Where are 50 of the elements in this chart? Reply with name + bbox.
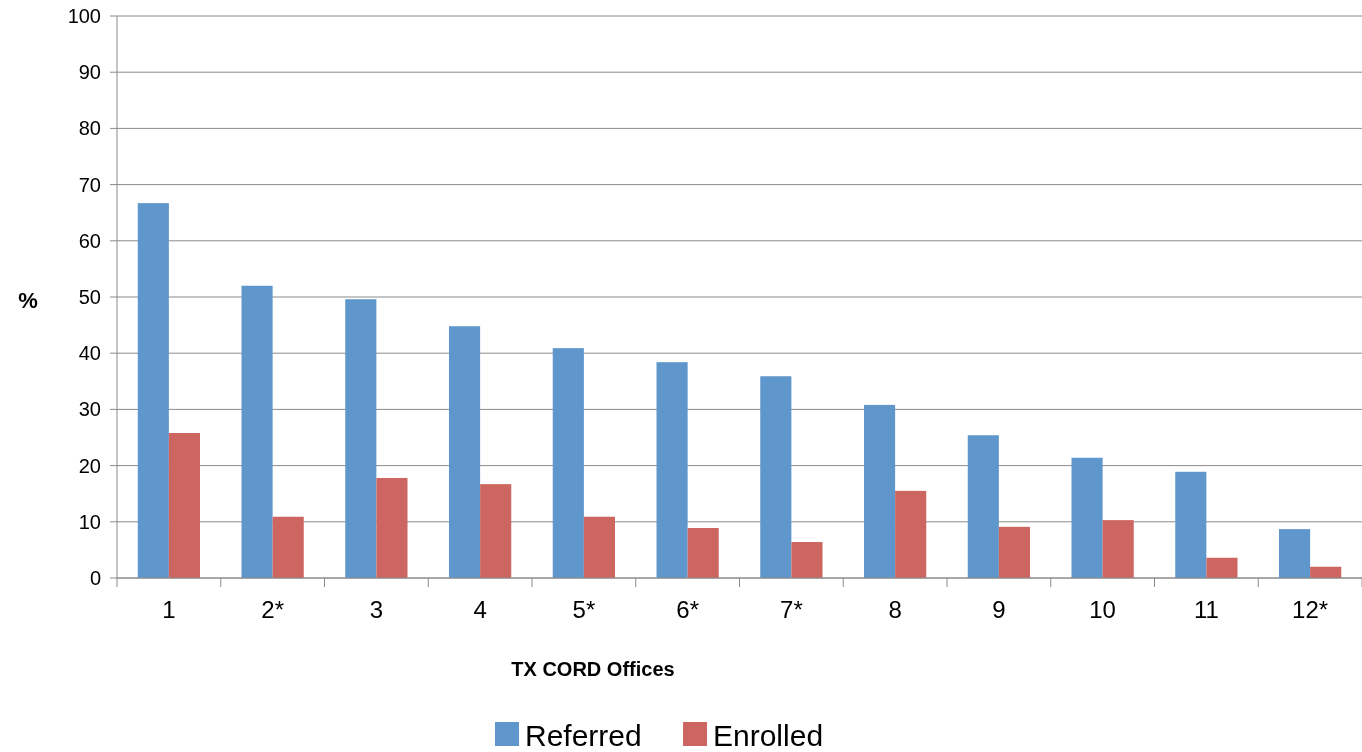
bar: [864, 404, 896, 578]
x-tick-label: 2*: [261, 596, 284, 623]
bar: [137, 203, 169, 578]
bar: [1175, 471, 1207, 578]
bar: [449, 326, 481, 578]
bar: [656, 362, 688, 578]
x-tick-label: 5*: [572, 596, 596, 623]
bar: [345, 299, 377, 578]
bar: [998, 526, 1030, 578]
legend-label: Referred: [525, 719, 642, 752]
y-axis-title: %: [18, 288, 38, 313]
y-tick-label: 100: [67, 5, 101, 27]
bar: [1279, 529, 1311, 578]
y-tick-label: 90: [78, 61, 101, 84]
bar: [1102, 520, 1134, 578]
y-tick-label: 60: [78, 229, 101, 252]
x-tick-label: 8: [888, 596, 902, 623]
y-tick-label: 30: [78, 398, 101, 421]
y-tick-label: 70: [78, 173, 101, 196]
bar: [272, 516, 304, 578]
y-tick-label: 0: [89, 567, 101, 589]
x-tick-label: 11: [1193, 596, 1219, 623]
x-tick-label: 3: [369, 596, 384, 623]
x-tick-label: 12*: [1292, 596, 1329, 623]
bar: [583, 516, 615, 578]
x-tick-label: 6*: [676, 596, 699, 623]
bar: [376, 477, 408, 578]
bar: [1206, 557, 1238, 578]
bar: [241, 285, 273, 578]
y-tick-label: 40: [78, 342, 101, 365]
y-tick-label: 50: [78, 286, 101, 308]
x-axis-title: TX CORD Offices: [511, 658, 675, 680]
x-tick-label: 1: [162, 596, 176, 623]
y-tick-label: 10: [78, 510, 101, 533]
bar: [760, 376, 792, 578]
x-tick-label: 4: [473, 596, 487, 623]
bar: [168, 433, 200, 578]
y-tick-label: 80: [78, 117, 101, 140]
bar: [895, 490, 927, 578]
y-tick-label: 20: [78, 454, 101, 477]
bar: [687, 527, 719, 578]
x-tick-label: 10: [1089, 596, 1116, 623]
x-tick-label: 9: [992, 596, 1006, 623]
bar: [791, 542, 823, 578]
bar: [480, 484, 512, 578]
legend-label: Enrolled: [713, 719, 824, 752]
x-tick-label: 7*: [780, 596, 803, 623]
bar: [552, 348, 584, 578]
bar: [967, 435, 999, 578]
bar: [1071, 457, 1103, 578]
